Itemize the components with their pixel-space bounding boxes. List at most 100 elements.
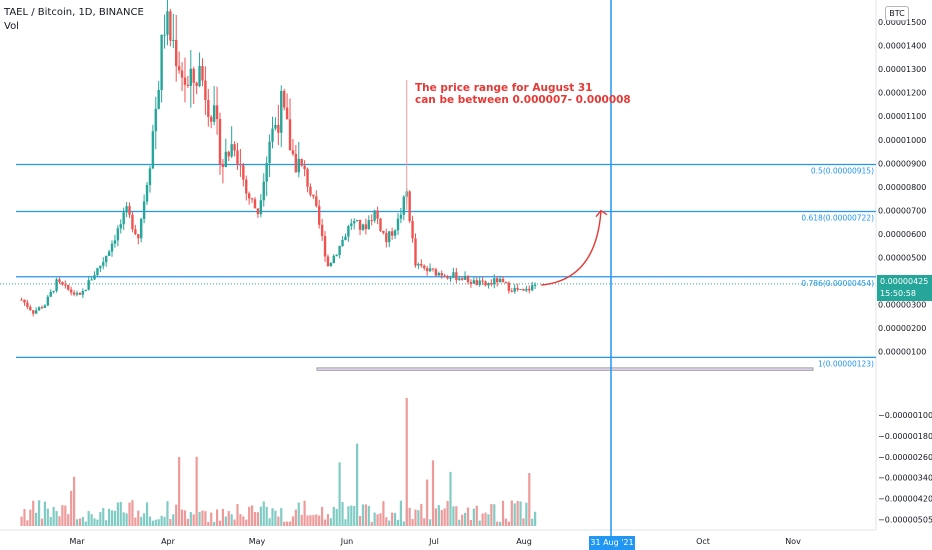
candle-body [531, 285, 534, 291]
candle-body [460, 278, 464, 280]
volume-bar [493, 504, 496, 526]
candle-body [233, 144, 236, 151]
candle-body [390, 231, 394, 236]
candle-body [501, 278, 505, 282]
candle-body [210, 116, 213, 122]
candle-body [498, 278, 502, 283]
volume-bar [143, 513, 146, 526]
time-tick-label: Nov [785, 537, 801, 546]
candle-body [399, 214, 403, 219]
candle-body [288, 119, 292, 151]
time-tick-label: May [249, 537, 266, 546]
price-tick-label: 0.00000500 [878, 254, 926, 263]
candle-body [525, 288, 528, 291]
candle-body [510, 290, 513, 292]
candle-body [335, 255, 338, 257]
volume-bar [259, 506, 262, 526]
volume-bar [303, 500, 306, 526]
volume-bar [280, 508, 283, 526]
volume-bar [128, 502, 131, 526]
candle-body [326, 256, 330, 267]
volume-bar [154, 519, 157, 526]
candle-body [443, 275, 446, 277]
volume-bar [534, 511, 537, 526]
volume-bar [283, 521, 286, 526]
time-tick-label: Apr [161, 537, 176, 546]
candle-body [484, 281, 487, 286]
candle-body [481, 280, 484, 282]
volume-label[interactable]: Vol [4, 21, 19, 32]
volume-bar [379, 513, 382, 526]
volume-bar [376, 514, 379, 526]
volume-bar [172, 514, 175, 526]
candle-body [408, 191, 411, 221]
volume-bar [113, 511, 117, 526]
candle-body [102, 262, 105, 266]
candle-body [367, 220, 371, 230]
candle-body [388, 231, 391, 243]
price-tick-label: 0.00000800 [878, 183, 926, 192]
volume-bar [370, 521, 373, 526]
volume-bar [309, 515, 312, 526]
symbol-title[interactable]: TAEL / Bitcoin, 1D, BINANCE [4, 7, 144, 18]
candle-body [414, 238, 417, 266]
candle-body [215, 105, 219, 120]
price-tick-label: 0.00000600 [878, 230, 926, 239]
candle-body [312, 194, 315, 197]
volume-bar [420, 503, 423, 526]
candle-body [32, 310, 35, 314]
candle-body [148, 168, 152, 185]
volume-bar [446, 500, 449, 526]
volume-bar [116, 502, 119, 526]
candle-body [329, 262, 333, 267]
volume-bar [326, 514, 330, 526]
time-tick-label: Jun [340, 537, 354, 546]
volume-bar [513, 503, 516, 526]
price-tick-label: 0.00000200 [878, 324, 926, 333]
volume-bar [268, 518, 271, 526]
annotation-line-2: can be between 0.000007- 0.000008 [415, 94, 631, 106]
volume-bar [443, 508, 446, 526]
volume-bar [262, 501, 265, 526]
volume-bar [321, 506, 324, 526]
volume-bar [140, 516, 143, 526]
candle-body [186, 84, 190, 86]
candle-body [49, 291, 52, 297]
candle-body [466, 275, 470, 283]
currency-badge[interactable]: BTC [885, 6, 909, 21]
candle-body [469, 282, 473, 284]
volume-bar [195, 456, 198, 526]
candle-body [212, 105, 216, 122]
candle-body [23, 299, 26, 303]
price-tick-label: 0.00000900 [878, 159, 926, 168]
volume-bar [329, 518, 332, 526]
volume-bar [356, 443, 359, 526]
volume-bar [402, 521, 405, 526]
volume-bar [233, 519, 236, 526]
volume-bar [364, 504, 367, 526]
candle-body [34, 310, 38, 314]
volume-bar [271, 508, 274, 526]
annotation-line-1: The price range for August 31 [415, 82, 593, 94]
volume-bar [125, 513, 128, 526]
volume-bar [318, 515, 321, 526]
fib-label: 0.618(0.00000722) [801, 213, 874, 222]
candle-body [29, 306, 32, 311]
candle-body [513, 287, 516, 292]
target-date-badge: 31 Aug '21 [589, 536, 635, 550]
volume-bar [531, 518, 534, 526]
candle-body [358, 219, 362, 230]
volume-bar [449, 471, 452, 526]
price-range-annotation: The price range for August 31 can be bet… [415, 82, 631, 106]
volume-bar [49, 517, 52, 526]
candle-body [119, 224, 122, 229]
candle-body [420, 263, 423, 266]
candle-body [455, 272, 458, 280]
volume-bar [236, 504, 239, 526]
time-axis-labels: Mar Apr May Jun Jul Aug Oct Nov [69, 537, 801, 546]
volume-bar [37, 500, 41, 526]
candle-body [396, 218, 400, 231]
volume-bar [253, 512, 257, 526]
candle-body [221, 164, 225, 168]
candle-body [90, 279, 93, 281]
